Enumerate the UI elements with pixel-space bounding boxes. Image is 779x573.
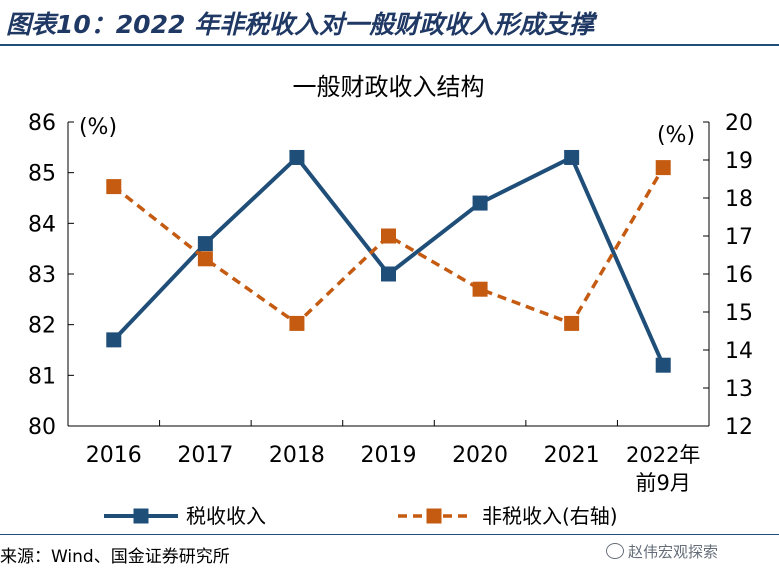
data-point-series-1	[564, 149, 580, 165]
data-point-series-2	[472, 281, 488, 297]
data-point-series-2	[197, 251, 213, 267]
x-tick-label: 2016	[86, 443, 142, 468]
x-tick-label-line2: 前9月	[636, 471, 691, 495]
legend-marker-1	[133, 508, 149, 524]
y-right-tick-label: 20	[725, 111, 753, 136]
data-point-series-1	[106, 332, 122, 348]
y-right-tick-label: 18	[725, 187, 753, 212]
y-right-tick-label: 19	[725, 149, 753, 174]
legend-label-1: 税收收入	[186, 504, 266, 528]
y-right-tick-label: 17	[725, 225, 753, 250]
y-right-tick-label: 15	[725, 301, 753, 326]
x-tick-label: 2017	[177, 443, 233, 468]
data-point-series-1	[655, 357, 671, 373]
y-left-tick-label: 82	[28, 314, 56, 339]
data-point-series-2	[289, 315, 305, 331]
series-line-2	[112, 166, 665, 326]
data-point-series-2	[106, 179, 122, 195]
x-tick-label: 2019	[361, 443, 417, 468]
series-line-1	[112, 155, 666, 367]
legend-marker-2	[426, 508, 442, 524]
y-right-tick-label: 12	[725, 415, 753, 440]
source-note: 来源：Wind、国金证券研究所	[0, 547, 230, 567]
y-left-tick-label: 86	[28, 111, 56, 136]
watermark: 赵伟宏观探索	[606, 541, 718, 562]
data-point-series-1	[472, 195, 488, 211]
data-point-series-2	[564, 315, 580, 331]
y-left-tick-label: 85	[28, 162, 56, 187]
figure-title: 图表10：2022 年非税收入对一般财政收入形成支撑	[6, 10, 595, 39]
line-chart: 一般财政收入结构 80 81 82 83 84 85 86 12 13 14 15 16 17 18 19 20…	[28, 73, 753, 528]
y-left-tick-label: 83	[28, 263, 56, 288]
y-left-tick-label: 81	[28, 364, 56, 389]
y-left-unit-label: (%)	[79, 115, 117, 140]
legend-label-2: 非税收入(右轴)	[482, 504, 618, 528]
y-right-tick-label: 14	[725, 339, 753, 364]
x-tick-label: 2021	[544, 443, 600, 468]
y-left-tick-label: 84	[28, 212, 56, 237]
wechat-icon	[606, 543, 624, 559]
y-right-tick-label: 16	[725, 263, 753, 288]
data-point-series-1	[381, 266, 396, 282]
data-point-series-1	[289, 149, 305, 165]
data-point-series-1	[197, 236, 213, 252]
x-tick-label: 2020	[452, 443, 508, 468]
figure-header: 图表10：2022 年非税收入对一般财政收入形成支撑	[0, 0, 779, 46]
y-right-unit-label: (%)	[657, 123, 695, 148]
y-right-tick-label: 13	[725, 377, 753, 402]
chart-title: 一般财政收入结构	[293, 73, 485, 101]
data-point-series-2	[381, 228, 396, 244]
data-point-series-2	[655, 160, 671, 176]
y-left-tick-label: 80	[28, 415, 56, 440]
x-tick-label: 2022年	[626, 443, 700, 467]
footer-divider	[0, 534, 779, 535]
x-tick-label: 2018	[269, 443, 325, 468]
watermark-text: 赵伟宏观探索	[628, 543, 719, 561]
